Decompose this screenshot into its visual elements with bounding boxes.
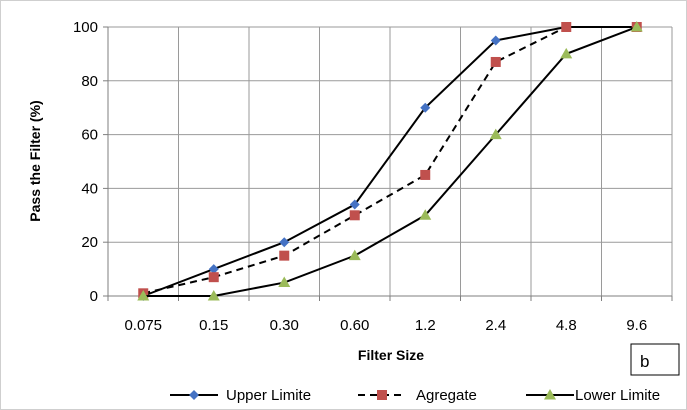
legend-marker-2 <box>544 389 556 400</box>
legend-label-0: Upper Limite <box>226 387 311 404</box>
panel-label-box <box>630 343 680 376</box>
series-2-point-5 <box>489 128 502 140</box>
legend: Upper Limite Agregate Lower Limite <box>170 387 660 404</box>
series-line-2 <box>143 26 638 297</box>
x-tick-labels: 0.075 0.15 0.30 0.60 1.2 2.4 4.8 9.6 <box>124 317 647 334</box>
x-tick-label-4: 1.2 <box>415 317 436 334</box>
legend-marker-0 <box>189 390 199 400</box>
series-1-point-5 <box>490 56 501 67</box>
series-0-point-2 <box>279 237 290 248</box>
x-tick-label-2: 0.30 <box>270 317 299 334</box>
y-tick-label-4: 80 <box>81 73 98 90</box>
series-0-point-3 <box>349 199 360 210</box>
series-1-point-1 <box>208 272 219 283</box>
y-tick-label-1: 20 <box>81 234 98 251</box>
series-2-point-3 <box>348 249 361 261</box>
series-1-point-2 <box>279 250 290 261</box>
x-tick-label-3: 0.60 <box>340 317 369 334</box>
legend-label-2: Lower Limite <box>575 387 660 404</box>
series-0-point-5 <box>490 35 501 46</box>
series-1-point-4 <box>420 169 431 180</box>
y-tick-labels: 0 20 40 60 80 100 <box>73 19 98 305</box>
legend-marker-1 <box>377 390 387 400</box>
series-2-point-7 <box>630 21 643 32</box>
x-tick-label-0: 0.075 <box>124 317 162 334</box>
y-tick-label-2: 40 <box>81 180 98 197</box>
series-2-point-2 <box>278 276 291 288</box>
series-line-0 <box>142 26 637 297</box>
series-2-point-0 <box>137 290 150 301</box>
grid-lines <box>108 26 673 296</box>
series-1-point-3 <box>349 210 360 221</box>
x-tick-label-1: 0.15 <box>199 317 228 334</box>
x-tick-label-5: 2.4 <box>485 317 506 334</box>
y-tick-label-0: 0 <box>90 288 98 305</box>
panel-label: b <box>640 352 649 371</box>
series-2-point-4 <box>419 209 432 220</box>
x-tick-label-6: 4.8 <box>556 317 577 334</box>
series-0-point-4 <box>420 102 431 113</box>
series-2-point-6 <box>560 47 573 59</box>
x-tick-label-7: 9.6 <box>626 317 647 334</box>
y-axis-title: Pass the Filter (%) <box>27 100 43 221</box>
series-2-point-1 <box>207 290 220 301</box>
series-0-point-1 <box>208 264 219 275</box>
y-tick-label-3: 60 <box>81 127 98 144</box>
series-group <box>137 21 643 301</box>
y-tick-label-5: 100 <box>73 19 98 36</box>
legend-label-1: Agregate <box>416 387 477 404</box>
series-line-1 <box>143 26 637 295</box>
series-2 <box>137 21 643 301</box>
x-axis-title: Filter Size <box>358 347 424 363</box>
series-1-point-6 <box>561 22 572 32</box>
